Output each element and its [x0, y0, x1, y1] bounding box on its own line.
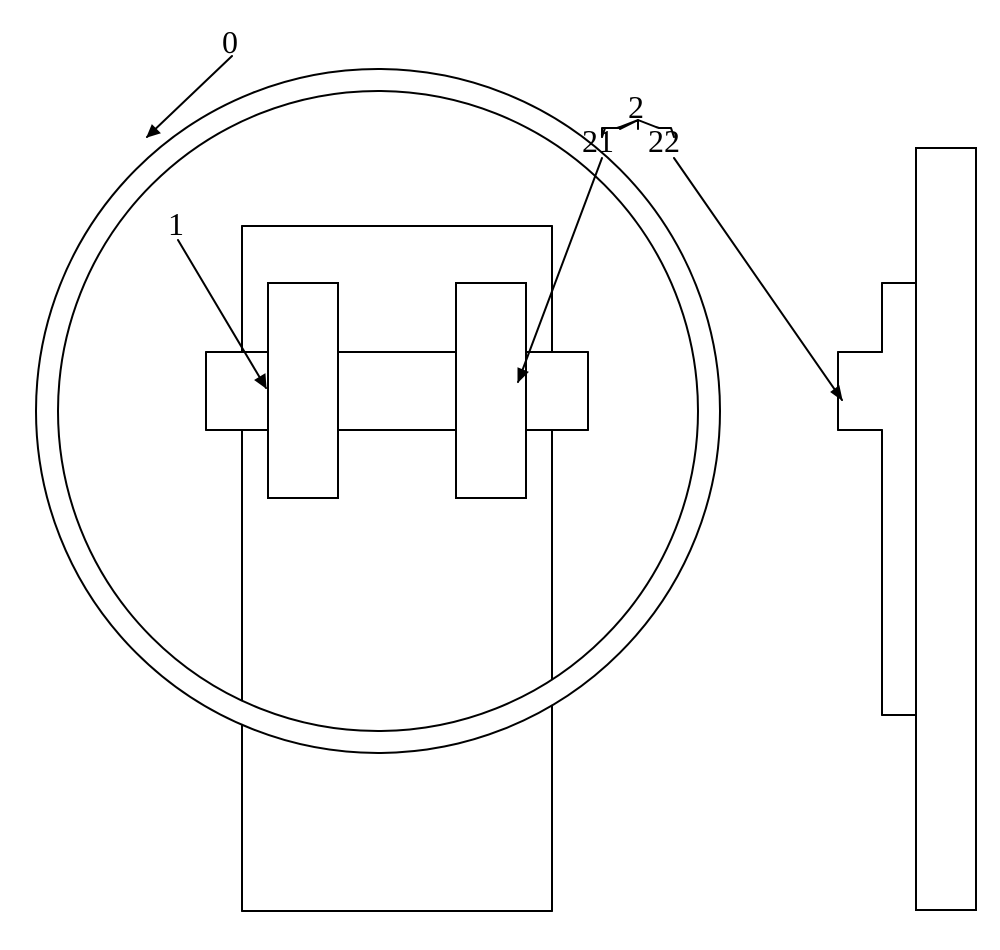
label-1: 1 — [168, 208, 184, 240]
label-22: 22 — [648, 125, 680, 157]
diagram-stage: 0 2 21 22 1 — [0, 0, 1000, 950]
label-0: 0 — [222, 26, 238, 58]
label-21: 21 — [582, 125, 614, 157]
diagram-svg — [0, 0, 1000, 950]
label-2: 2 — [628, 91, 644, 123]
